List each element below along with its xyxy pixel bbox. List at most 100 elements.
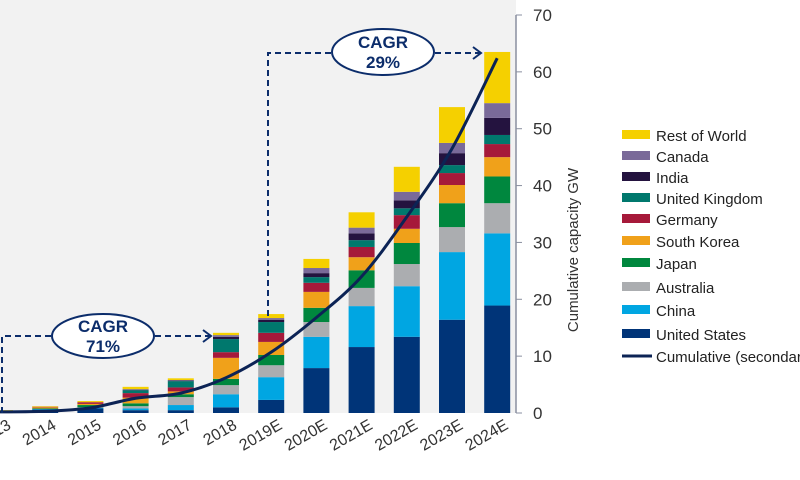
legend-swatch-japan bbox=[622, 258, 650, 267]
cagr-arrowhead-left bbox=[202, 329, 213, 343]
legend-swatch-india bbox=[622, 172, 650, 181]
legend-label-united-kingdom: United Kingdom bbox=[656, 191, 763, 208]
bar-segment-china-2016 bbox=[122, 408, 149, 411]
bar-segment-canada-2022E bbox=[393, 191, 420, 201]
legend-swatch-south-korea bbox=[622, 236, 650, 245]
bar-segment-india-2016 bbox=[122, 389, 149, 391]
x-tick-label: 2018 bbox=[201, 417, 240, 450]
legend-swatch-australia bbox=[622, 282, 650, 291]
bar-segment-south-korea-2016 bbox=[122, 397, 149, 404]
bar-segment-canada-2016 bbox=[122, 389, 149, 390]
legend-label-united-states: United States bbox=[656, 327, 746, 344]
bar-segment-germany-2014 bbox=[32, 406, 59, 408]
bar-segment-south-korea-2022E bbox=[393, 228, 420, 243]
bar-segment-china-2014 bbox=[32, 409, 59, 410]
bar-segment-australia-2023E bbox=[439, 227, 465, 253]
bar-segment-japan-2017 bbox=[167, 394, 194, 398]
x-tick-label: 2023E bbox=[417, 417, 466, 455]
cagr-bubble-left bbox=[51, 313, 155, 359]
legend-swatch-canada bbox=[622, 151, 650, 160]
cagr-value-right: 29% bbox=[366, 53, 400, 72]
bar-segment-japan-2023E bbox=[439, 203, 465, 228]
bar-segment-canada-2020E bbox=[303, 268, 330, 274]
y2-tick-label: 10 bbox=[533, 347, 552, 366]
bar-segment-india-2020E bbox=[303, 273, 330, 278]
bar-segment-india-2024E bbox=[484, 117, 511, 135]
bar-segment-rest-of-world-2014 bbox=[32, 406, 59, 407]
bar-segment-rest-of-world-2022E bbox=[393, 166, 420, 192]
bar-segment-united-states-2022E bbox=[393, 336, 420, 413]
bar-segment-canada-2019E bbox=[258, 318, 285, 320]
bar-segment-germany-2019E bbox=[258, 332, 285, 342]
bar-segment-japan-2016 bbox=[122, 403, 149, 407]
bar-segment-australia-2024E bbox=[484, 203, 511, 234]
bar-segment-rest-of-world-2015 bbox=[77, 401, 104, 403]
bar-segment-china-2021E bbox=[348, 306, 375, 348]
bar-segment-united-kingdom-2020E bbox=[303, 277, 330, 283]
legend-label-south-korea: South Korea bbox=[656, 234, 740, 251]
legend-label-china: China bbox=[656, 303, 696, 320]
bar-segment-south-korea-2014 bbox=[32, 407, 59, 409]
bar-segment-japan-2018 bbox=[213, 378, 239, 386]
x-tick-label: 2013 bbox=[0, 417, 14, 450]
bar-segment-united-states-2020E bbox=[303, 368, 330, 413]
bar-segment-south-korea-2020E bbox=[303, 291, 330, 308]
bar-segment-china-2023E bbox=[439, 252, 465, 320]
bar-segment-canada-2018 bbox=[213, 335, 239, 337]
y2-tick-label: 30 bbox=[533, 233, 552, 252]
bar-segment-united-states-2023E bbox=[439, 319, 465, 413]
bar-segment-australia-2016 bbox=[122, 406, 149, 409]
bar-segment-united-kingdom-2017 bbox=[167, 381, 194, 388]
x-tick-label: 2024E bbox=[463, 417, 512, 455]
y2-tick-label: 20 bbox=[533, 290, 552, 309]
bar-segment-china-2020E bbox=[303, 336, 330, 369]
bar-segment-india-2018 bbox=[213, 336, 239, 340]
bar-segment-germany-2017 bbox=[167, 387, 194, 392]
bar-segment-canada-2024E bbox=[484, 103, 511, 118]
legend-swatch-united-kingdom bbox=[622, 193, 650, 202]
bar-segment-south-korea-2018 bbox=[213, 357, 239, 379]
bar-segment-china-2017 bbox=[167, 405, 194, 411]
bar-segment-germany-2021E bbox=[348, 246, 375, 258]
bar-segment-japan-2015 bbox=[77, 405, 104, 408]
bar-segment-south-korea-2019E bbox=[258, 341, 285, 356]
bar-segment-canada-2017 bbox=[167, 380, 194, 381]
bar-segment-united-kingdom-2024E bbox=[484, 134, 511, 145]
bar-segment-united-kingdom-2019E bbox=[258, 322, 285, 333]
cagr-label-right: CAGR bbox=[358, 33, 408, 52]
bar-segment-rest-of-world-2017 bbox=[167, 378, 194, 381]
bar-segment-united-states-2016 bbox=[122, 410, 149, 413]
legend-label-cumulative: Cumulative (secondary bbox=[656, 349, 800, 366]
bar-segment-rest-of-world-2016 bbox=[122, 386, 149, 390]
y2-tick-label: 50 bbox=[533, 120, 552, 139]
legend-swatch-rest-of-world bbox=[622, 130, 650, 139]
cagr-arrowhead-right bbox=[472, 46, 483, 60]
bar-segment-india-2022E bbox=[393, 200, 420, 209]
x-tick-label: 2019E bbox=[237, 417, 286, 455]
bar-segment-united-states-2018 bbox=[213, 407, 239, 413]
bar-segment-united-kingdom-2023E bbox=[439, 165, 465, 174]
bar-segment-germany-2018 bbox=[213, 352, 239, 358]
bar-segment-canada-2021E bbox=[348, 227, 375, 234]
bar-segment-china-2024E bbox=[484, 233, 511, 306]
bar-segment-australia-2017 bbox=[167, 397, 194, 406]
bar-segment-germany-2015 bbox=[77, 402, 104, 404]
cumulative-line bbox=[0, 57, 499, 414]
bar-segment-germany-2024E bbox=[484, 144, 511, 158]
bar-segment-united-kingdom-2022E bbox=[393, 208, 420, 216]
bar-segment-australia-2018 bbox=[213, 385, 239, 395]
bar-segment-japan-2024E bbox=[484, 176, 511, 204]
bar-segment-south-korea-2023E bbox=[439, 185, 465, 204]
y2-tick-label: 0 bbox=[533, 404, 542, 423]
bar-segment-china-2019E bbox=[258, 377, 285, 400]
bar-segment-germany-2016 bbox=[122, 393, 149, 398]
bar-segment-south-korea-2024E bbox=[484, 157, 511, 177]
bar-segment-united-states-2024E bbox=[484, 305, 511, 413]
bar-segment-china-2022E bbox=[393, 286, 420, 337]
bar-segment-united-kingdom-2021E bbox=[348, 240, 375, 247]
bar-segment-rest-of-world-2019E bbox=[258, 314, 285, 319]
x-tick-label: 2017 bbox=[155, 417, 194, 450]
bar-segment-australia-2021E bbox=[348, 287, 375, 307]
x-tick-label: 2015 bbox=[65, 417, 104, 450]
